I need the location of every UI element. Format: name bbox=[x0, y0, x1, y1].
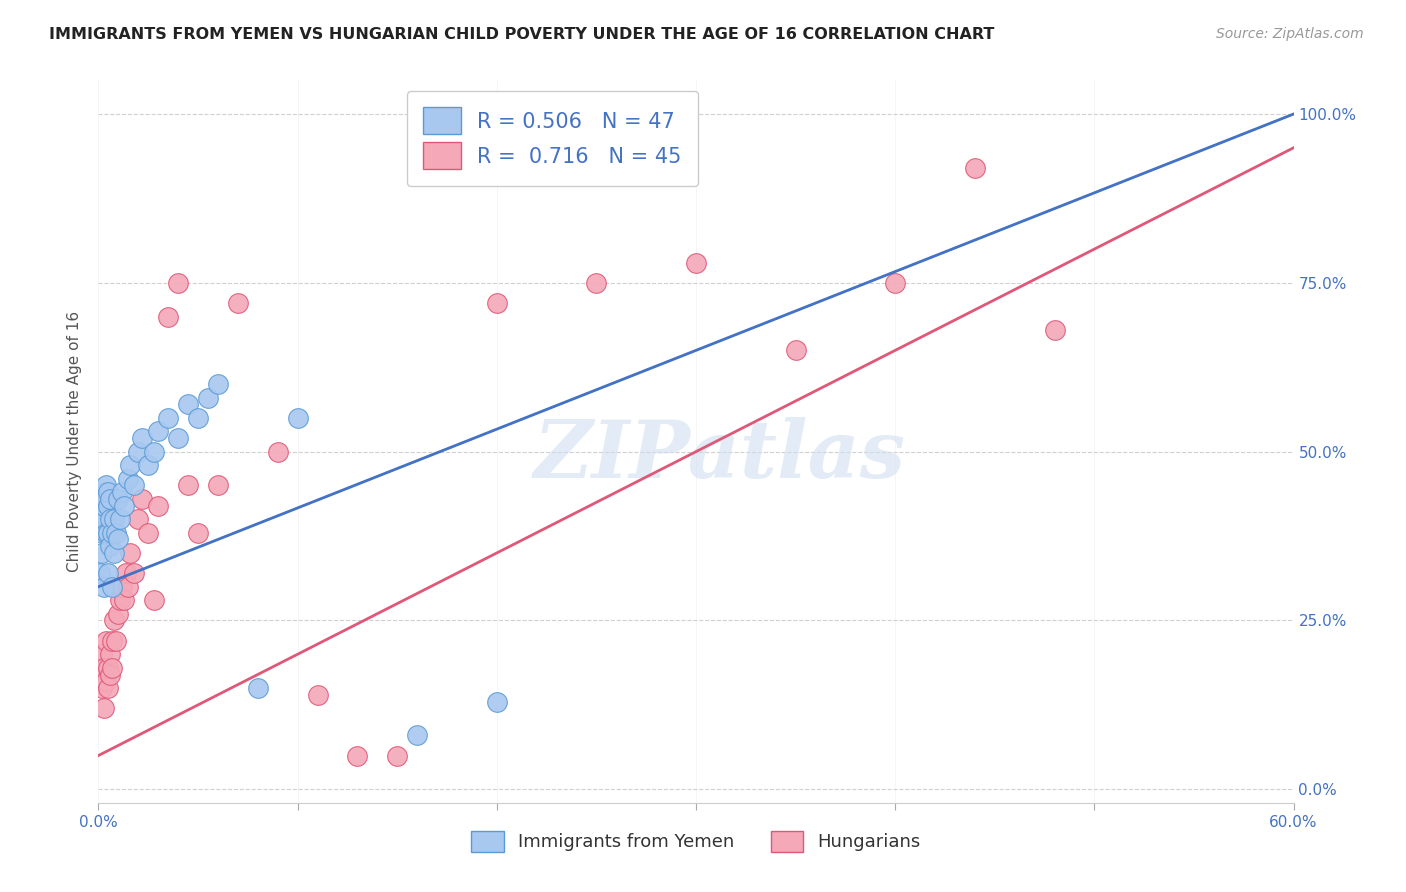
Point bbox=[485, 296, 508, 310]
Point bbox=[246, 681, 269, 695]
Point bbox=[177, 478, 200, 492]
Point bbox=[187, 411, 209, 425]
Point bbox=[226, 296, 249, 310]
Point bbox=[96, 478, 118, 492]
Point bbox=[98, 539, 122, 553]
Point bbox=[93, 499, 115, 513]
Point bbox=[91, 681, 114, 695]
Point bbox=[93, 485, 115, 500]
Point bbox=[177, 397, 200, 411]
Point bbox=[157, 411, 180, 425]
Point bbox=[136, 458, 159, 472]
Point bbox=[103, 614, 125, 628]
Point bbox=[103, 512, 125, 526]
Point bbox=[107, 491, 129, 506]
Point bbox=[207, 478, 229, 492]
Point bbox=[585, 276, 607, 290]
Point bbox=[685, 255, 707, 269]
Point bbox=[91, 546, 114, 560]
Point bbox=[96, 633, 118, 648]
Point bbox=[1043, 323, 1066, 337]
Point bbox=[97, 499, 120, 513]
Text: ZIPatlas: ZIPatlas bbox=[534, 417, 905, 495]
Point bbox=[307, 688, 329, 702]
Point bbox=[148, 425, 170, 439]
Point bbox=[197, 391, 219, 405]
Point bbox=[385, 748, 409, 763]
Point bbox=[287, 411, 309, 425]
Point bbox=[91, 647, 114, 661]
Point bbox=[117, 580, 139, 594]
Point bbox=[98, 512, 122, 526]
Point bbox=[110, 512, 132, 526]
Point bbox=[485, 694, 508, 708]
Point bbox=[120, 458, 142, 472]
Point bbox=[187, 525, 209, 540]
Text: Source: ZipAtlas.com: Source: ZipAtlas.com bbox=[1216, 27, 1364, 41]
Point bbox=[131, 491, 153, 506]
Point bbox=[96, 525, 118, 540]
Point bbox=[93, 580, 115, 594]
Point bbox=[91, 499, 114, 513]
Point bbox=[97, 661, 120, 675]
Point bbox=[207, 377, 229, 392]
Point bbox=[136, 525, 159, 540]
Point bbox=[89, 661, 111, 675]
Point bbox=[101, 525, 124, 540]
Point bbox=[884, 276, 907, 290]
Point bbox=[96, 674, 118, 689]
Point bbox=[91, 525, 114, 540]
Point bbox=[120, 546, 142, 560]
Point bbox=[98, 667, 122, 681]
Point bbox=[101, 661, 124, 675]
Point bbox=[97, 681, 120, 695]
Point bbox=[127, 444, 149, 458]
Point bbox=[101, 580, 124, 594]
Point bbox=[127, 512, 149, 526]
Point bbox=[143, 444, 166, 458]
Point bbox=[93, 661, 115, 675]
Point bbox=[97, 525, 120, 540]
Point bbox=[103, 546, 125, 560]
Point bbox=[107, 607, 129, 621]
Point bbox=[131, 431, 153, 445]
Point bbox=[124, 566, 146, 581]
Point bbox=[89, 512, 111, 526]
Point bbox=[111, 485, 134, 500]
Point bbox=[101, 633, 124, 648]
Point bbox=[93, 701, 115, 715]
Point bbox=[167, 276, 190, 290]
Point bbox=[167, 431, 190, 445]
Point bbox=[98, 647, 122, 661]
Point bbox=[117, 472, 139, 486]
Point bbox=[107, 533, 129, 547]
Text: IMMIGRANTS FROM YEMEN VS HUNGARIAN CHILD POVERTY UNDER THE AGE OF 16 CORRELATION: IMMIGRANTS FROM YEMEN VS HUNGARIAN CHILD… bbox=[49, 27, 994, 42]
Point bbox=[97, 566, 120, 581]
Point bbox=[143, 593, 166, 607]
Point bbox=[267, 444, 290, 458]
Point bbox=[406, 728, 429, 742]
Point bbox=[124, 478, 146, 492]
Point bbox=[89, 566, 111, 581]
Point bbox=[157, 310, 180, 324]
Point bbox=[110, 593, 132, 607]
Point bbox=[105, 525, 128, 540]
Point bbox=[98, 491, 122, 506]
Point bbox=[97, 485, 120, 500]
Point bbox=[148, 499, 170, 513]
Point bbox=[346, 748, 368, 763]
Point bbox=[93, 512, 115, 526]
Point bbox=[112, 593, 135, 607]
Legend: Immigrants from Yemen, Hungarians: Immigrants from Yemen, Hungarians bbox=[464, 823, 928, 859]
Point bbox=[111, 580, 134, 594]
Point bbox=[785, 343, 807, 358]
Point bbox=[96, 491, 118, 506]
Point bbox=[115, 566, 138, 581]
Y-axis label: Child Poverty Under the Age of 16: Child Poverty Under the Age of 16 bbox=[67, 311, 83, 572]
Point bbox=[105, 633, 128, 648]
Point bbox=[963, 161, 986, 175]
Point bbox=[112, 499, 135, 513]
